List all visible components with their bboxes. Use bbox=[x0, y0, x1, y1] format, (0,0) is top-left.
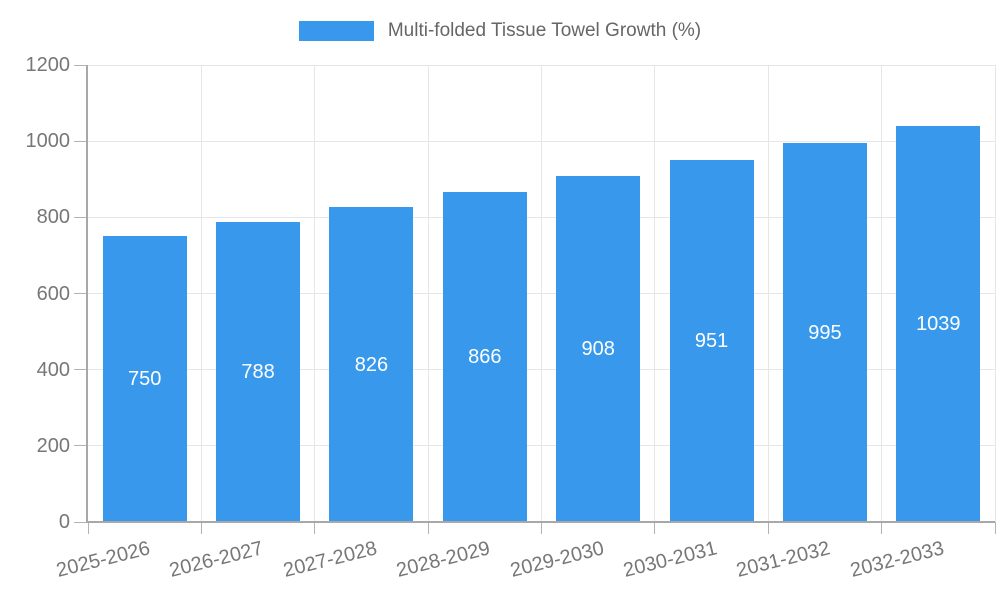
x-tick-label: 2029-2030 bbox=[507, 537, 606, 582]
v-gridline bbox=[767, 65, 769, 522]
y-axis-tick bbox=[74, 216, 86, 218]
y-tick-label: 1200 bbox=[25, 54, 71, 76]
bar[interactable] bbox=[896, 126, 981, 522]
x-axis-tick bbox=[314, 522, 316, 534]
y-axis-tick bbox=[74, 521, 86, 523]
x-axis-tick bbox=[881, 522, 883, 534]
legend-label: Multi-folded Tissue Towel Growth (%) bbox=[387, 20, 702, 41]
y-axis-tick bbox=[74, 445, 86, 447]
x-axis-tick bbox=[541, 522, 542, 534]
y-axis-tick bbox=[74, 293, 86, 294]
v-gridline bbox=[654, 65, 656, 522]
bar[interactable] bbox=[329, 207, 414, 522]
chart-legend[interactable]: Multi-folded Tissue Towel Growth (%) bbox=[0, 20, 1000, 42]
x-axis-tick bbox=[654, 522, 656, 534]
y-tick-label: 200 bbox=[36, 434, 70, 457]
bar-value-label: 908 bbox=[581, 338, 615, 361]
y-tick-label: 600 bbox=[36, 282, 70, 305]
x-axis-tick bbox=[994, 522, 996, 534]
v-gridline bbox=[427, 65, 429, 522]
legend-swatch bbox=[298, 21, 374, 41]
bar[interactable] bbox=[442, 192, 527, 522]
x-axis-tick bbox=[200, 522, 202, 534]
x-tick-label: 2025-2026 bbox=[54, 537, 153, 582]
bar-value-label: 951 bbox=[694, 329, 729, 352]
bar[interactable] bbox=[782, 143, 867, 522]
v-gridline bbox=[881, 65, 883, 522]
y-tick-label: 0 bbox=[58, 511, 70, 533]
bar-value-label: 788 bbox=[241, 360, 275, 383]
plot-area: 750 2025-2026 788 2026-2027 826 2027-2028 866 2… bbox=[54, 64, 996, 582]
x-tick-label: 2031-2032 bbox=[734, 537, 833, 582]
bar-value-label: 1039 bbox=[916, 313, 961, 336]
x-tick-label: 2027-2028 bbox=[280, 537, 380, 582]
y-axis-tick bbox=[74, 64, 86, 66]
y-axis-tick bbox=[74, 369, 86, 371]
v-gridline bbox=[200, 65, 202, 522]
v-gridline bbox=[994, 65, 996, 522]
y-tick-label: 400 bbox=[36, 358, 70, 381]
bar-value-label: 995 bbox=[808, 321, 842, 344]
y-tick-label: 1000 bbox=[25, 130, 71, 153]
x-tick-label: 2028-2029 bbox=[394, 537, 493, 582]
bar[interactable] bbox=[669, 159, 754, 522]
bar[interactable] bbox=[556, 176, 641, 522]
x-tick-label: 2026-2027 bbox=[167, 537, 266, 582]
x-axis-tick bbox=[767, 522, 769, 534]
bar[interactable] bbox=[216, 221, 301, 522]
x-tick-label: 2032-2033 bbox=[847, 537, 946, 582]
x-tick-label: 2030-2031 bbox=[621, 537, 720, 582]
x-axis-tick bbox=[87, 522, 89, 534]
y-axis-tick bbox=[74, 140, 86, 142]
bar-value-label: 866 bbox=[468, 346, 502, 369]
y-axis-line bbox=[86, 65, 88, 522]
bar-value-label: 826 bbox=[354, 353, 389, 376]
bar[interactable] bbox=[102, 236, 187, 522]
v-gridline bbox=[541, 65, 542, 522]
x-axis-line bbox=[86, 521, 995, 523]
v-gridline bbox=[314, 65, 316, 522]
bar-value-label: 750 bbox=[128, 368, 162, 391]
y-tick-label: 800 bbox=[36, 206, 70, 229]
x-axis-tick bbox=[427, 522, 429, 534]
